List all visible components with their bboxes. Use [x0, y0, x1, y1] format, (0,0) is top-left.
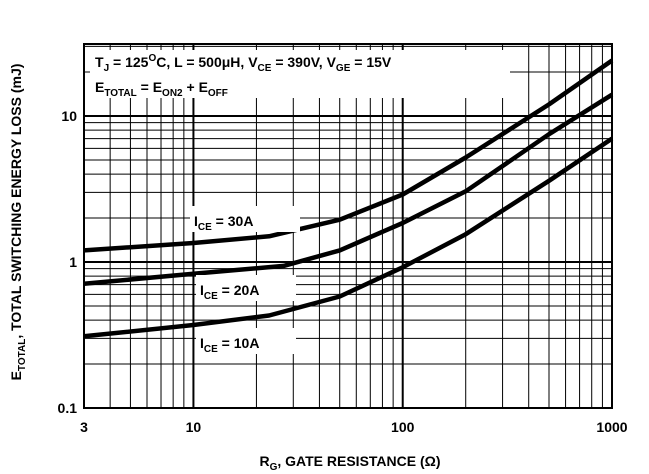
- y-tick-label: 10: [61, 108, 77, 124]
- x-axis-label: RG, GATE RESISTANCE (Ω): [259, 453, 440, 473]
- y-tick-label: 1: [69, 254, 77, 270]
- x-tick-label: 100: [391, 419, 415, 435]
- conditions-box: [90, 50, 510, 98]
- y-axis-label: ETOTAL, TOTAL SWITCHING ENERGY LOSS (mJ): [8, 64, 28, 381]
- x-tick-label: 10: [186, 419, 202, 435]
- series-line-2: [83, 136, 614, 339]
- chart-axis-labels: RG, GATE RESISTANCE (Ω) ETOTAL, TOTAL SWI…: [8, 64, 441, 473]
- series-label-bg-0: [190, 206, 300, 232]
- series-label-0: ICE = 30A: [194, 213, 253, 233]
- chart-annotations: TJ = 125OC, L = 500μH, VCE = 390V, VGE =…: [90, 50, 510, 355]
- y-axis-label-group: ETOTAL, TOTAL SWITCHING ENERGY LOSS (mJ): [8, 64, 28, 381]
- conditions-line-2: ETOTAL = EON2 + EOFF: [95, 79, 228, 99]
- x-tick-label: 1000: [596, 419, 627, 435]
- series-label-bg-2: [196, 328, 296, 354]
- series-line-1: [83, 92, 614, 286]
- y-tick-label: 0.1: [58, 400, 78, 416]
- series-label-1: ICE = 20A: [200, 282, 259, 302]
- series-line-0: [83, 58, 614, 253]
- series-label-bg-1: [196, 275, 296, 301]
- conditions-line-1: TJ = 125OC, L = 500μH, VCE = 390V, VGE =…: [95, 53, 392, 74]
- plot-frame: [83, 43, 613, 409]
- chart-curves: [83, 58, 614, 339]
- series-label-2: ICE = 10A: [200, 335, 259, 355]
- x-tick-label: 3: [80, 419, 88, 435]
- chart-tick-labels: 3 10 100 1000 0.1 1 10: [58, 108, 628, 435]
